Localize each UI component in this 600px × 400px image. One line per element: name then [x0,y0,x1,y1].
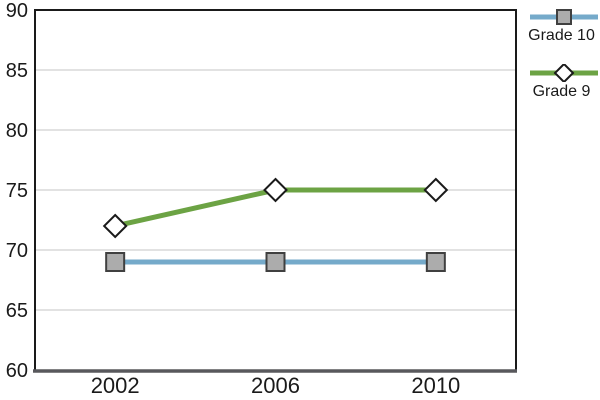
y-tick-label: 90 [6,0,28,22]
plot-border [34,9,517,370]
x-tick-label: 2002 [91,373,140,398]
marker-grade-9-2006 [263,177,288,203]
x-tick-label: 2006 [251,373,300,398]
x-tick-label: 2010 [411,373,460,398]
legend-entry-grade-10: Grade 10 [523,8,600,46]
marker-grade-10-2010 [425,252,446,272]
grade-9-line-swatch [530,64,598,82]
y-tick-label: 65 [6,300,28,322]
legend-entry-grade-9: Grade 9 [523,64,600,102]
grade-10-line-swatch [530,9,598,25]
legend-label-grade-9: Grade 9 [532,83,591,100]
marker-grade-9-2002 [102,213,128,239]
marker-grade-10-2002 [105,252,126,272]
marker-grade-10-2006 [265,252,286,272]
y-tick-label: 70 [6,240,28,262]
legend: Grade 10 Grade 9 [523,0,600,120]
y-tick-label: 85 [6,60,28,82]
legend-label-grade-10: Grade 10 [528,27,595,44]
y-tick-label: 60 [6,360,28,382]
y-tick-label: 75 [6,180,28,202]
marker-grade-9-2010 [423,177,449,203]
y-tick-label: 80 [6,120,28,142]
legend-marker-square-icon [556,9,572,25]
legend-marker-diamond-icon [553,64,575,82]
